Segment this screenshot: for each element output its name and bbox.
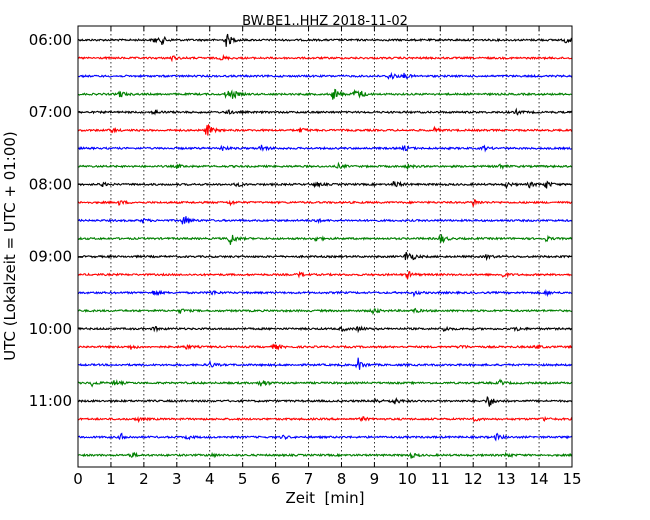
y-tick-label: 06:00 [29, 31, 72, 49]
y-axis-ticks: 06:00 07:00 08:00 09:00 10:00 11:00 [29, 31, 572, 410]
trace-1015 [77, 343, 573, 351]
trace-0745 [77, 161, 573, 170]
trace-1030 [77, 357, 573, 370]
trace-0645 [77, 88, 573, 100]
x-tick-label: 0 [73, 470, 83, 488]
trace-1130 [77, 432, 573, 442]
trace-0615 [77, 53, 573, 63]
x-tick-label: 5 [238, 470, 248, 488]
trace-0830 [77, 216, 573, 225]
trace-0815 [77, 199, 573, 208]
x-tick-label: 1 [106, 470, 116, 488]
trace-0845 [77, 234, 573, 245]
trace-0800 [77, 180, 573, 190]
trace-0715 [77, 123, 573, 136]
x-tick-label: 10 [398, 470, 417, 488]
trace-0730 [77, 144, 573, 153]
x-tick-label: 12 [464, 470, 483, 488]
trace-1100 [77, 395, 573, 407]
y-tick-label: 11:00 [29, 392, 72, 410]
x-axis-ticks: 0 1 2 3 4 5 6 7 8 9 10 11 12 13 14 15 [73, 26, 582, 488]
x-tick-label: 3 [172, 470, 182, 488]
trace-0600 [77, 33, 573, 47]
grid-lines [110, 26, 540, 467]
trace-0915 [77, 270, 573, 280]
trace-0900 [77, 251, 573, 262]
x-tick-label: 6 [271, 470, 281, 488]
x-tick-label: 7 [304, 470, 314, 488]
chart-title: BW.BE1..HHZ 2018-11-02 [242, 14, 408, 29]
trace-0630 [77, 71, 573, 80]
traces [77, 33, 573, 459]
trace-1045 [77, 378, 573, 388]
x-tick-label: 11 [431, 470, 450, 488]
trace-1000 [77, 325, 573, 334]
trace-1145 [77, 451, 573, 459]
trace-0700 [77, 107, 573, 116]
x-tick-label: 9 [370, 470, 380, 488]
trace-1115 [77, 415, 573, 424]
x-axis-label: Zeit [min] [285, 489, 364, 507]
y-tick-label: 10:00 [29, 320, 72, 338]
x-tick-label: 13 [497, 470, 516, 488]
x-tick-label: 15 [562, 470, 581, 488]
trace-0930 [77, 288, 573, 298]
x-tick-label: 14 [530, 470, 549, 488]
y-tick-label: 09:00 [29, 248, 72, 266]
x-tick-label: 8 [337, 470, 347, 488]
x-tick-label: 4 [205, 470, 215, 488]
y-axis-label: UTC (Lokalzeit = UTC + 01:00) [1, 131, 19, 361]
plot-frame [77, 25, 573, 468]
y-tick-label: 08:00 [29, 175, 72, 193]
x-tick-label: 2 [139, 470, 149, 488]
y-tick-label: 07:00 [29, 103, 72, 121]
trace-0945 [77, 307, 573, 316]
